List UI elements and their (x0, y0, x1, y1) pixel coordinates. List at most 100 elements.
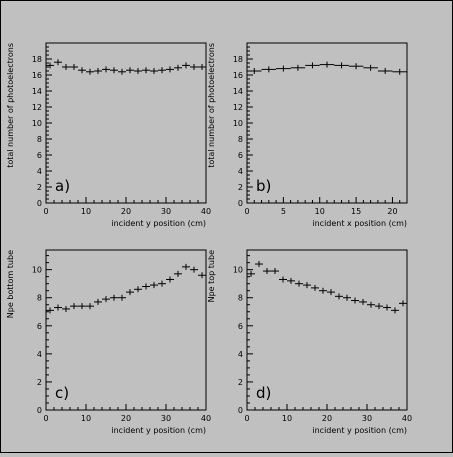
data-point (319, 287, 327, 294)
y-tick-label: 2 (37, 378, 42, 387)
data-point (118, 294, 126, 301)
y-tick-label: 8 (238, 294, 243, 303)
data-point (46, 62, 54, 69)
y-tick-label: 4 (238, 167, 243, 176)
data-point (198, 272, 206, 279)
y-tick-label: 0 (238, 406, 243, 415)
data-point (279, 276, 287, 283)
data-point (392, 68, 407, 75)
data-point (198, 64, 206, 70)
x-tick-label: 0 (43, 207, 48, 216)
y-tick-label: 0 (37, 406, 42, 415)
y-tick-label: 12 (32, 103, 42, 112)
data-point (305, 62, 320, 69)
x-tick-label: 15 (351, 207, 361, 216)
y-axis-label: Npe top tube (207, 250, 216, 302)
data-point (110, 67, 118, 74)
panel-label: c) (55, 384, 69, 402)
data-point (348, 63, 364, 70)
data-point (102, 66, 110, 73)
data-point (62, 305, 70, 312)
y-tick-label: 6 (238, 151, 243, 160)
data-point (351, 297, 359, 304)
data-point (319, 61, 335, 68)
x-tick-label: 20 (121, 414, 131, 423)
data-point (182, 62, 190, 69)
data-point (287, 277, 295, 284)
x-tick-label: 0 (244, 414, 249, 423)
data-point (142, 67, 150, 74)
x-tick-label: 10 (81, 207, 91, 216)
data-point (182, 263, 190, 270)
y-tick-label: 8 (37, 135, 42, 144)
x-tick-label: 0 (43, 414, 48, 423)
data-point (78, 303, 86, 310)
data-point (391, 307, 399, 314)
data-point (363, 64, 378, 71)
y-tick-label: 10 (233, 266, 243, 275)
y-tick-label: 10 (233, 119, 243, 128)
y-tick-label: 8 (238, 135, 243, 144)
data-point (311, 284, 319, 291)
data-point (46, 307, 54, 314)
x-tick-label: 30 (362, 414, 372, 423)
data-point (86, 303, 94, 310)
y-tick-label: 10 (32, 266, 42, 275)
x-tick-label: 20 (322, 414, 332, 423)
data-point (359, 298, 367, 305)
chart-panel-4: 0 10 20 30 40 0 2 4 6 8 10 incident y position (cm)… (207, 249, 412, 435)
data-point (134, 68, 142, 74)
data-point (78, 67, 86, 74)
data-point (70, 64, 78, 70)
data-point (255, 261, 263, 268)
data-point (94, 298, 102, 305)
y-tick-label: 4 (238, 350, 243, 359)
data-point (166, 66, 174, 73)
data-point (174, 270, 182, 277)
data-point (158, 280, 166, 287)
data-point (247, 270, 255, 277)
x-tick-label: 10 (315, 207, 325, 216)
y-axis-label: total number of photoelectrons (207, 43, 216, 168)
data-point (110, 294, 118, 301)
y-tick-label: 2 (238, 183, 243, 192)
y-tick-label: 2 (37, 183, 42, 192)
x-tick-label: 40 (402, 414, 412, 423)
y-axis-label: total number of photoelectrons (6, 43, 15, 168)
x-tick-label: 40 (201, 414, 211, 423)
data-point (343, 294, 351, 301)
data-point (335, 293, 343, 300)
x-tick-label: 30 (161, 207, 171, 216)
x-axis-label: incident x position (cm) (312, 219, 407, 228)
data-point (276, 65, 291, 72)
data-point (54, 304, 62, 311)
y-tick-label: 2 (238, 378, 243, 387)
panel-label: b) (256, 177, 271, 195)
data-point (375, 303, 383, 310)
data-point (158, 67, 166, 74)
data-point (190, 266, 198, 273)
y-tick-label: 14 (32, 87, 42, 96)
y-tick-label: 4 (37, 167, 42, 176)
y-tick-label: 0 (37, 199, 42, 208)
x-axis-label: incident y position (cm) (111, 219, 206, 228)
data-point (303, 282, 311, 289)
data-point (247, 68, 262, 74)
data-point (150, 68, 158, 74)
panel-label: d) (256, 384, 271, 402)
y-tick-label: 14 (233, 87, 243, 96)
data-point (102, 296, 110, 303)
data-point (263, 268, 271, 275)
data-point (126, 289, 134, 296)
data-point (70, 303, 78, 310)
x-tick-label: 0 (244, 207, 249, 216)
chart-panel-1: 0 10 20 30 40 0 2 4 6 8 10 12 14 16 18 incident y posit… (6, 42, 211, 228)
x-tick-label: 30 (161, 414, 171, 423)
data-point (54, 59, 62, 66)
x-tick-label: 5 (281, 207, 286, 216)
y-tick-label: 6 (238, 322, 243, 331)
x-tick-label: 20 (387, 207, 397, 216)
